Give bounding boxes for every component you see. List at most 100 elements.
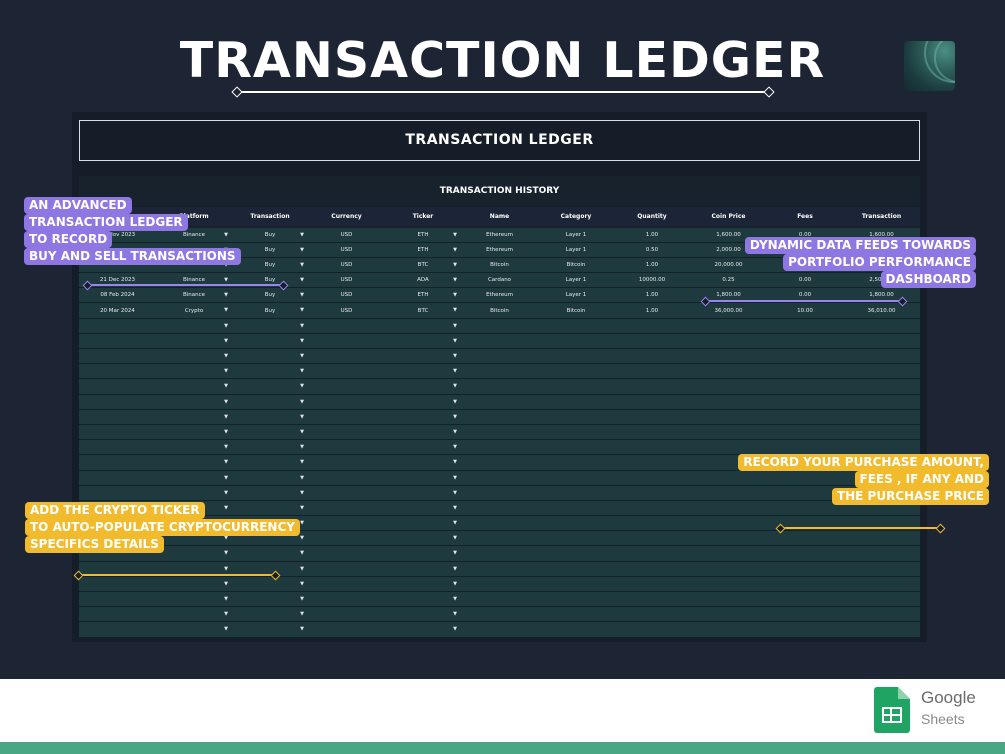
table-cell[interactable]: Layer 1 <box>538 287 614 304</box>
table-cell[interactable] <box>538 561 614 577</box>
table-cell[interactable]: ETH ▼ <box>385 287 461 304</box>
table-cell[interactable]: USD <box>308 302 385 319</box>
table-cell[interactable] <box>308 545 385 562</box>
table-cell[interactable] <box>308 454 385 471</box>
dropdown-caret-icon[interactable]: ▼ <box>453 292 457 299</box>
table-cell[interactable] <box>461 606 538 623</box>
table-cell[interactable]: ▼ <box>232 378 308 395</box>
table-cell[interactable] <box>79 363 156 380</box>
table-cell[interactable]: 1.00 <box>614 287 690 304</box>
table-cell[interactable] <box>79 409 156 425</box>
table-cell[interactable] <box>614 318 690 334</box>
dropdown-caret-icon[interactable]: ▼ <box>224 444 228 451</box>
table-cell[interactable]: 0.00 <box>767 272 843 289</box>
dropdown-caret-icon[interactable]: ▼ <box>453 413 457 420</box>
table-cell[interactable]: USD <box>308 257 385 274</box>
table-cell[interactable]: ▼ <box>156 378 232 395</box>
table-cell[interactable] <box>843 621 920 638</box>
table-cell[interactable] <box>614 515 690 532</box>
dropdown-caret-icon[interactable]: ▼ <box>224 383 228 390</box>
table-cell[interactable] <box>690 424 767 441</box>
table-cell[interactable]: ▼ <box>232 561 308 577</box>
table-cell[interactable] <box>767 500 843 517</box>
table-cell[interactable] <box>690 591 767 608</box>
table-cell[interactable]: Buy ▼ <box>232 257 308 274</box>
table-cell[interactable]: 0.25 <box>690 272 767 289</box>
table-cell[interactable]: ▼ <box>385 409 461 425</box>
table-cell[interactable] <box>767 470 843 486</box>
table-cell[interactable] <box>79 485 156 501</box>
dropdown-caret-icon[interactable]: ▼ <box>224 626 228 633</box>
table-cell[interactable]: Ethereum <box>461 227 538 243</box>
table-cell[interactable] <box>308 621 385 638</box>
dropdown-caret-icon[interactable]: ▼ <box>224 489 228 496</box>
dropdown-caret-icon[interactable]: ▼ <box>453 368 457 375</box>
dropdown-caret-icon[interactable]: ▼ <box>224 565 228 572</box>
table-cell[interactable] <box>614 621 690 638</box>
dropdown-caret-icon[interactable]: ▼ <box>453 246 457 253</box>
table-cell[interactable] <box>538 591 614 608</box>
table-cell[interactable] <box>461 424 538 441</box>
dropdown-caret-icon[interactable]: ▼ <box>453 626 457 633</box>
dropdown-caret-icon[interactable]: ▼ <box>453 307 457 314</box>
dropdown-caret-icon[interactable]: ▼ <box>453 337 457 344</box>
dropdown-caret-icon[interactable]: ▼ <box>300 322 304 329</box>
table-cell[interactable]: ▼ <box>385 485 461 501</box>
table-cell[interactable]: Buy ▼ <box>232 302 308 319</box>
table-cell[interactable] <box>843 378 920 395</box>
table-cell[interactable]: 10.00 <box>767 302 843 319</box>
table-cell[interactable]: ▼ <box>232 439 308 456</box>
dropdown-caret-icon[interactable]: ▼ <box>224 459 228 466</box>
table-cell[interactable]: ▼ <box>385 318 461 334</box>
table-cell[interactable] <box>843 318 920 334</box>
table-cell[interactable] <box>308 515 385 532</box>
dropdown-caret-icon[interactable]: ▼ <box>300 474 304 481</box>
table-cell[interactable]: ▼ <box>232 485 308 501</box>
table-cell[interactable] <box>614 606 690 623</box>
table-cell[interactable] <box>767 333 843 350</box>
table-cell[interactable]: ▼ <box>385 515 461 532</box>
table-cell[interactable] <box>538 333 614 350</box>
table-cell[interactable] <box>614 576 690 593</box>
table-cell[interactable]: ▼ <box>232 606 308 623</box>
dropdown-caret-icon[interactable]: ▼ <box>224 277 228 284</box>
table-cell[interactable] <box>538 424 614 441</box>
table-cell[interactable]: Bitcoin <box>538 302 614 319</box>
table-cell[interactable] <box>538 515 614 532</box>
table-cell[interactable] <box>79 621 156 638</box>
dropdown-caret-icon[interactable]: ▼ <box>453 322 457 329</box>
table-cell[interactable] <box>461 576 538 593</box>
table-cell[interactable] <box>767 485 843 501</box>
table-cell[interactable]: ▼ <box>156 470 232 486</box>
table-cell[interactable]: 20 Mar 2024 <box>79 302 156 319</box>
table-cell[interactable]: ▼ <box>156 454 232 471</box>
table-cell[interactable]: Bitcoin <box>461 302 538 319</box>
table-cell[interactable]: 1.00 <box>614 227 690 243</box>
dropdown-caret-icon[interactable]: ▼ <box>224 232 228 238</box>
table-cell[interactable] <box>690 363 767 380</box>
table-cell[interactable]: ▼ <box>232 333 308 350</box>
table-cell[interactable]: ▼ <box>385 424 461 441</box>
table-cell[interactable]: ▼ <box>232 363 308 380</box>
dropdown-caret-icon[interactable]: ▼ <box>453 504 457 511</box>
table-cell[interactable]: 1.00 <box>614 257 690 274</box>
dropdown-caret-icon[interactable]: ▼ <box>300 246 304 253</box>
table-cell[interactable] <box>690 485 767 501</box>
table-cell[interactable]: ▼ <box>232 621 308 638</box>
dropdown-caret-icon[interactable]: ▼ <box>453 474 457 481</box>
table-cell[interactable]: ▼ <box>385 333 461 350</box>
column-header[interactable]: Transaction <box>232 207 308 228</box>
table-cell[interactable] <box>614 439 690 456</box>
table-cell[interactable] <box>461 333 538 350</box>
dropdown-caret-icon[interactable]: ▼ <box>453 550 457 557</box>
table-cell[interactable] <box>767 363 843 380</box>
table-cell[interactable] <box>538 485 614 501</box>
table-cell[interactable] <box>538 576 614 593</box>
dropdown-caret-icon[interactable]: ▼ <box>453 535 457 542</box>
table-cell[interactable]: USD <box>308 242 385 258</box>
dropdown-caret-icon[interactable]: ▼ <box>453 489 457 496</box>
dropdown-caret-icon[interactable]: ▼ <box>224 535 228 542</box>
table-cell[interactable] <box>79 378 156 395</box>
table-cell[interactable] <box>538 530 614 547</box>
table-cell[interactable] <box>538 394 614 410</box>
